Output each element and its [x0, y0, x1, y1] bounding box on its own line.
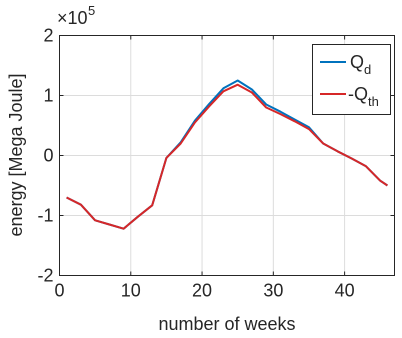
legend-entry-qth: -Qth: [348, 84, 379, 109]
legend-entry-qth-name: -Q: [348, 84, 368, 104]
y-tick-label: 2: [43, 26, 53, 46]
legend-entry-qth-subscript: th: [368, 94, 379, 109]
legend-entry-qd-subscript: d: [364, 62, 371, 77]
x-tick-label: 30: [263, 281, 283, 301]
y-tick-label: 1: [43, 86, 53, 106]
series-line-qth: [66, 83, 388, 230]
y-multiplier-exponent: 5: [88, 3, 95, 18]
y-multiplier: ×10 5: [57, 3, 95, 28]
x-axis-label: number of weeks: [158, 314, 295, 334]
legend-box: [312, 44, 391, 115]
x-tick-label: 40: [335, 281, 355, 301]
series-layer: [66, 79, 388, 230]
x-tick-label: 20: [192, 281, 212, 301]
x-tick-label: 0: [54, 281, 64, 301]
legend: Qd -Qth: [312, 44, 391, 115]
y-multiplier-base: ×10: [57, 8, 88, 28]
ticks: 0 10 20 30 40 -2 -1 0 1 2: [37, 26, 395, 301]
y-tick-label: -2: [37, 266, 53, 286]
legend-entry-qd-name: Q: [350, 52, 364, 72]
legend-entry-qd: Qd: [350, 52, 371, 77]
y-tick-label: -1: [37, 206, 53, 226]
x-tick-label: 10: [121, 281, 141, 301]
y-tick-label: 0: [43, 146, 53, 166]
y-axis-label: energy [Mega Joule]: [6, 73, 26, 236]
